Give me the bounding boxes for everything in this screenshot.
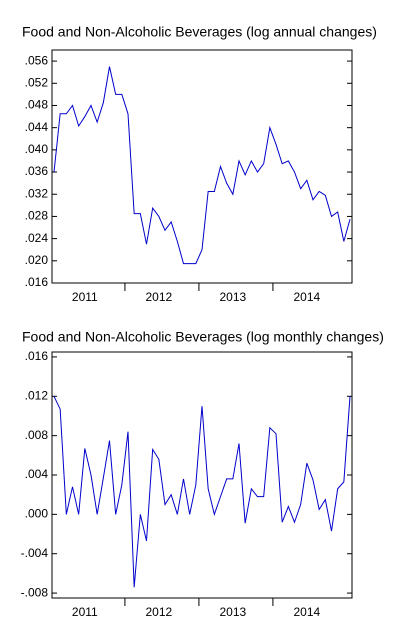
x-tick-label: 2014 — [293, 290, 320, 304]
plot-frame — [51, 49, 353, 284]
y-tick-label: .020 — [25, 253, 49, 267]
x-tick-label: 2014 — [293, 605, 320, 619]
y-tick-label: .008 — [25, 428, 49, 442]
x-tick-label: 2013 — [219, 290, 246, 304]
y-tick-label: .004 — [25, 467, 49, 481]
x-tick-label: 2011 — [72, 605, 98, 619]
y-tick-label: -.004 — [21, 546, 49, 560]
y-tick-label: .044 — [25, 120, 49, 134]
y-tick-label: .016 — [25, 275, 49, 289]
y-tick-label: .024 — [25, 231, 49, 245]
x-tick-label: 2012 — [145, 290, 172, 304]
chart-title: Food and Non-Alcoholic Beverages (log mo… — [22, 329, 384, 345]
x-tick-label: 2011 — [72, 290, 98, 304]
x-tick-label: 2012 — [145, 605, 172, 619]
y-tick-label: .012 — [25, 388, 49, 402]
data-line — [53, 66, 351, 265]
y-tick-label: .040 — [25, 142, 49, 156]
y-tick-label: .036 — [25, 164, 49, 178]
x-tick-label: 2013 — [219, 605, 246, 619]
y-tick-label: .048 — [25, 98, 49, 112]
y-tick-label: -.008 — [21, 585, 49, 599]
chart-title: Food and Non-Alcoholic Beverages (log an… — [22, 24, 377, 40]
y-tick-label: .000 — [25, 507, 49, 521]
y-tick-label: .032 — [25, 186, 49, 200]
y-tick-label: .052 — [25, 75, 49, 89]
y-tick-label: .028 — [25, 209, 49, 223]
y-tick-label: .056 — [25, 53, 49, 67]
y-tick-label: .016 — [25, 349, 49, 363]
data-line — [53, 396, 351, 588]
plot-frame — [51, 351, 353, 599]
